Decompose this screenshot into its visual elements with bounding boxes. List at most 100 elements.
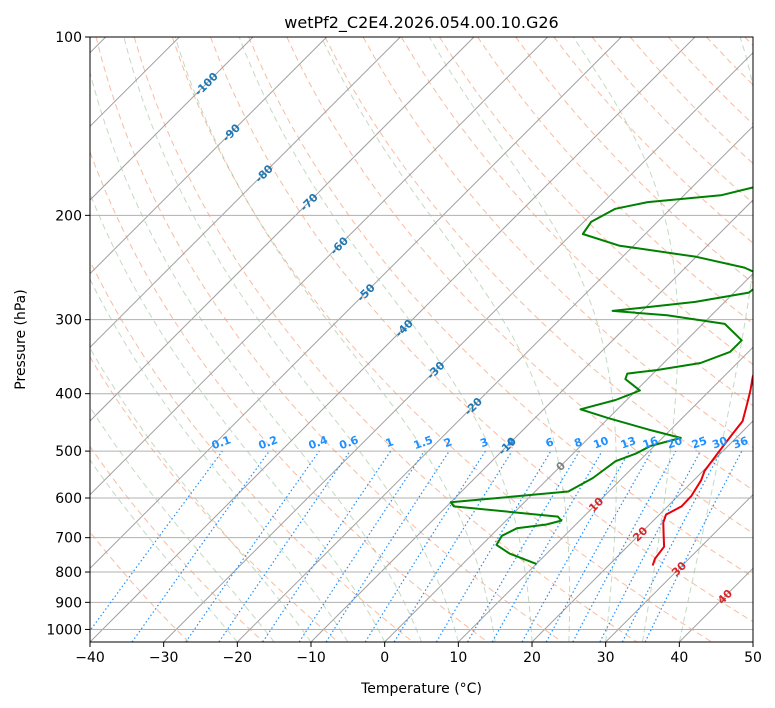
line-labels: 0.1 0.2 0.4 0.6 1 1.5 2 3 4 6 8 10 13 16 20 25 30 36 -100 -… <box>192 70 750 607</box>
mixing-ratio-label: 16 <box>641 434 660 452</box>
isotherm-line <box>457 346 753 642</box>
mixing-ratio-line <box>185 450 320 642</box>
dry-adiabat-line <box>744 37 753 47</box>
x-tick-label: 20 <box>523 650 541 666</box>
isotherm-label: -100 <box>192 70 221 99</box>
x-tick-label: 10 <box>449 650 467 666</box>
moist-adiabat-line <box>90 347 312 642</box>
mixing-ratio-label: 3 <box>478 435 490 450</box>
y-tick-label: 700 <box>55 531 82 547</box>
moist-adiabat-line <box>90 459 238 642</box>
y-tick-label: 1000 <box>46 622 82 638</box>
dry-adiabat-line <box>90 150 488 642</box>
x-tick-label: 30 <box>597 650 615 666</box>
x-tick-label: 50 <box>744 650 762 666</box>
mixing-ratio-line <box>325 450 450 642</box>
mixing-ratio-line <box>90 450 223 632</box>
y-tick-label: 300 <box>55 313 82 329</box>
series-layer <box>449 186 753 566</box>
moist-adiabat-line <box>90 278 349 642</box>
x-axis-label: Temperature (°C) <box>360 681 482 697</box>
x-tick-label: 0 <box>380 650 389 666</box>
mixing-ratio-label: 4 <box>505 435 517 450</box>
y-axis-label: Pressure (hPa) <box>13 289 29 389</box>
x-tick-label: 40 <box>670 650 688 666</box>
isotherm-line <box>90 37 696 642</box>
mixing-ratio-label: 25 <box>690 434 709 451</box>
mixing-ratio-line <box>466 450 580 642</box>
isotherm-line <box>90 37 401 349</box>
moist-adiabat-line <box>90 70 422 642</box>
axes: −40 −30 −20 −10 0 10 20 30 40 5010020030040050060… <box>46 30 762 666</box>
mixing-ratio-line <box>298 450 425 642</box>
y-tick-label: 200 <box>55 208 82 224</box>
x-tick-label: −10 <box>296 650 326 666</box>
moist-adiabat-line <box>428 37 617 642</box>
dry-adiabat-line <box>90 356 339 642</box>
dry-adiabat-line <box>248 37 753 578</box>
y-tick-label: 500 <box>55 444 82 460</box>
background-lines <box>90 37 753 642</box>
mixing-ratio-label: 13 <box>619 434 638 451</box>
mixing-ratio-line <box>364 450 486 642</box>
isotherm-line <box>678 567 753 642</box>
moist-adiabat-line <box>238 37 533 642</box>
plot-frame <box>89 36 754 643</box>
mixing-ratio-label: 0.2 <box>257 433 280 452</box>
mixing-ratio-line <box>572 450 677 642</box>
mixing-ratio-line <box>262 450 392 642</box>
y-tick-label: 400 <box>55 387 82 403</box>
x-tick-label: −20 <box>223 650 253 666</box>
mixing-ratio-line <box>545 450 653 642</box>
mixing-ratio-label: 0.6 <box>338 433 361 452</box>
mixing-ratio-label: 0.4 <box>307 433 330 452</box>
moist-adiabat-line <box>572 37 679 642</box>
y-tick-label: 900 <box>55 595 82 611</box>
mixing-ratio-label: 0.1 <box>210 433 233 452</box>
mixing-ratio-line <box>218 450 351 642</box>
x-tick-label: −30 <box>149 650 179 666</box>
moist-adiabat-line <box>123 37 459 642</box>
isotherm-line <box>90 37 549 496</box>
dry-adiabat-line <box>438 37 753 366</box>
mixing-ratio-line <box>521 450 631 642</box>
isotherm-line <box>90 37 254 201</box>
mixing-ratio-line <box>393 450 513 642</box>
dewpoint-profile-line <box>449 186 753 565</box>
dry-adiabat-line <box>668 37 753 125</box>
mixing-ratio-label: 6 <box>544 435 556 450</box>
moist-adiabat-line <box>678 37 753 642</box>
y-tick-label: 800 <box>55 565 82 581</box>
isotherm-line <box>752 641 753 642</box>
mixing-ratio-label: 1 <box>384 435 396 450</box>
mixing-ratio-label: 30 <box>710 434 729 452</box>
y-tick-label: 100 <box>55 30 82 46</box>
moist-adiabat-line <box>90 192 386 642</box>
mixing-ratio-label: 1.5 <box>412 433 435 452</box>
dry-adiabat-line <box>591 37 753 204</box>
dry-adiabat-line <box>210 37 753 623</box>
moist-adiabat-line <box>90 406 275 642</box>
mixing-ratio-line <box>644 450 743 642</box>
mixing-ratio-label: 20 <box>665 434 684 452</box>
isotherm-line <box>605 493 753 642</box>
dry-adiabat-line <box>90 259 414 642</box>
x-tick-label: −40 <box>75 650 105 666</box>
dry-adiabat-line <box>95 37 563 642</box>
temperature-profile-line <box>651 372 753 566</box>
mixing-ratio-label: 36 <box>731 434 750 452</box>
dry-adiabat-line <box>171 37 712 642</box>
isotherm-line <box>90 37 328 275</box>
y-tick-label: 600 <box>55 491 82 507</box>
moist-adiabat-line <box>320 37 571 642</box>
dry-adiabat-line <box>90 445 264 642</box>
isotherm-line <box>310 199 753 642</box>
isotherm-line <box>90 37 475 422</box>
isotherm-label: -70 <box>298 191 321 214</box>
mixing-ratio-line <box>131 450 270 642</box>
mixing-ratio-label: 2 <box>442 435 454 450</box>
dry-adiabat-line <box>324 37 753 491</box>
isotherm-line <box>163 51 753 642</box>
dry-adiabat-line <box>477 37 753 325</box>
